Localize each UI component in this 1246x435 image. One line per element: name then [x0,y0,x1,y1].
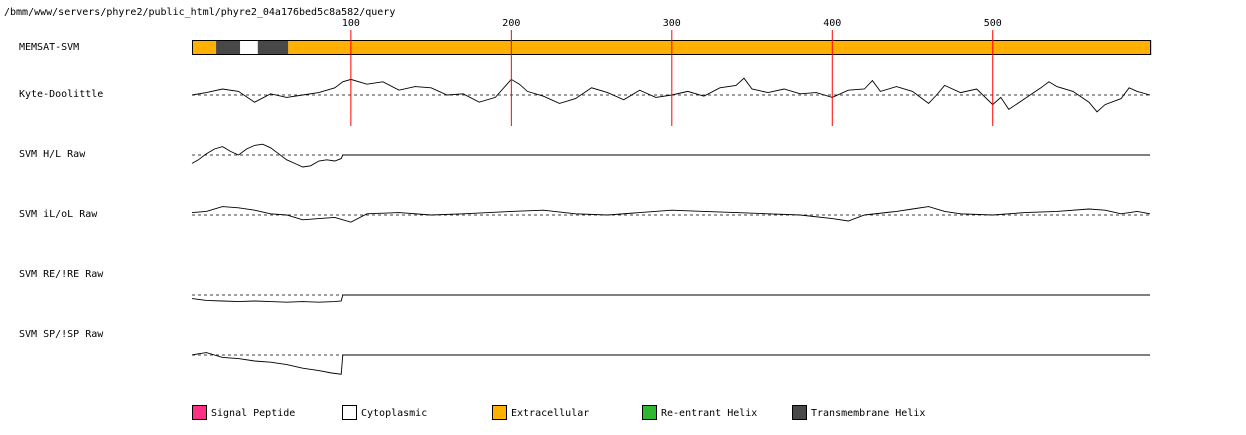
track-label-kyte-doolittle: Kyte-Doolittle [19,89,103,100]
segment-extracellular [192,40,217,55]
query-path: /bmm/www/servers/phyre2/public_html/phyr… [4,7,395,18]
legend-item-signal-peptide: Signal Peptide [192,405,295,420]
tick-label-400: 400 [823,18,841,29]
legend-label-extracellular: Extracellular [511,408,589,419]
tick-label-300: 300 [663,18,681,29]
legend-item-extracellular: Extracellular [492,405,589,420]
legend-swatch-transmembrane-helix [792,405,807,420]
legend-item-re-entrant-helix: Re-entrant Helix [642,405,757,420]
profile-svm-h-l-raw [191,143,1150,168]
legend-swatch-re-entrant-helix [642,405,657,420]
segment-extracellular [288,40,1152,55]
profile-svm-re-re-raw [191,294,1150,303]
profile-svm-sp-sp-raw [191,352,1150,375]
legend-swatch-cytoplasmic [342,405,357,420]
track-label-svm-h-l-raw: SVM H/L Raw [19,149,86,160]
profile-kyte-doolittle [191,77,1151,113]
legend-label-transmembrane-helix: Transmembrane Helix [811,408,925,419]
track-label-svm-sp-sp-raw: SVM SP/!SP Raw [19,329,104,340]
legend-swatch-extracellular [492,405,507,420]
tick-label-100: 100 [342,18,360,29]
position-gridlines: 100 200 300 400 500 [342,18,1002,126]
legend-label-cytoplasmic: Cytoplasmic [361,408,427,419]
tick-label-200: 200 [502,18,520,29]
legend-item-cytoplasmic: Cytoplasmic [342,405,427,420]
segment-cytoplasmic [240,40,258,55]
profile-svm-il-ol-raw [191,206,1151,223]
legend-item-transmembrane-helix: Transmembrane Helix [792,405,925,420]
legend-label-signal-peptide: Signal Peptide [211,408,295,419]
legend-label-re-entrant-helix: Re-entrant Helix [661,408,757,419]
tracks: MEMSAT-SVM Kyte-Doolittle SVM H/L Raw SVM i… [19,40,1152,375]
tick-label-500: 500 [984,18,1002,29]
track-label-svm-re-re-raw: SVM RE/!RE Raw [19,269,104,280]
track-label-memsat-svm: MEMSAT-SVM [19,42,79,53]
legend: Signal Peptide Cytoplasmic Extracellular Re… [192,405,925,420]
track-label-svm-il-ol-raw: SVM iL/oL Raw [19,209,98,220]
memsat-topology-bar [192,40,1152,55]
segment-transmembrane [257,40,289,55]
legend-swatch-signal-peptide [192,405,207,420]
segment-transmembrane [216,40,241,55]
